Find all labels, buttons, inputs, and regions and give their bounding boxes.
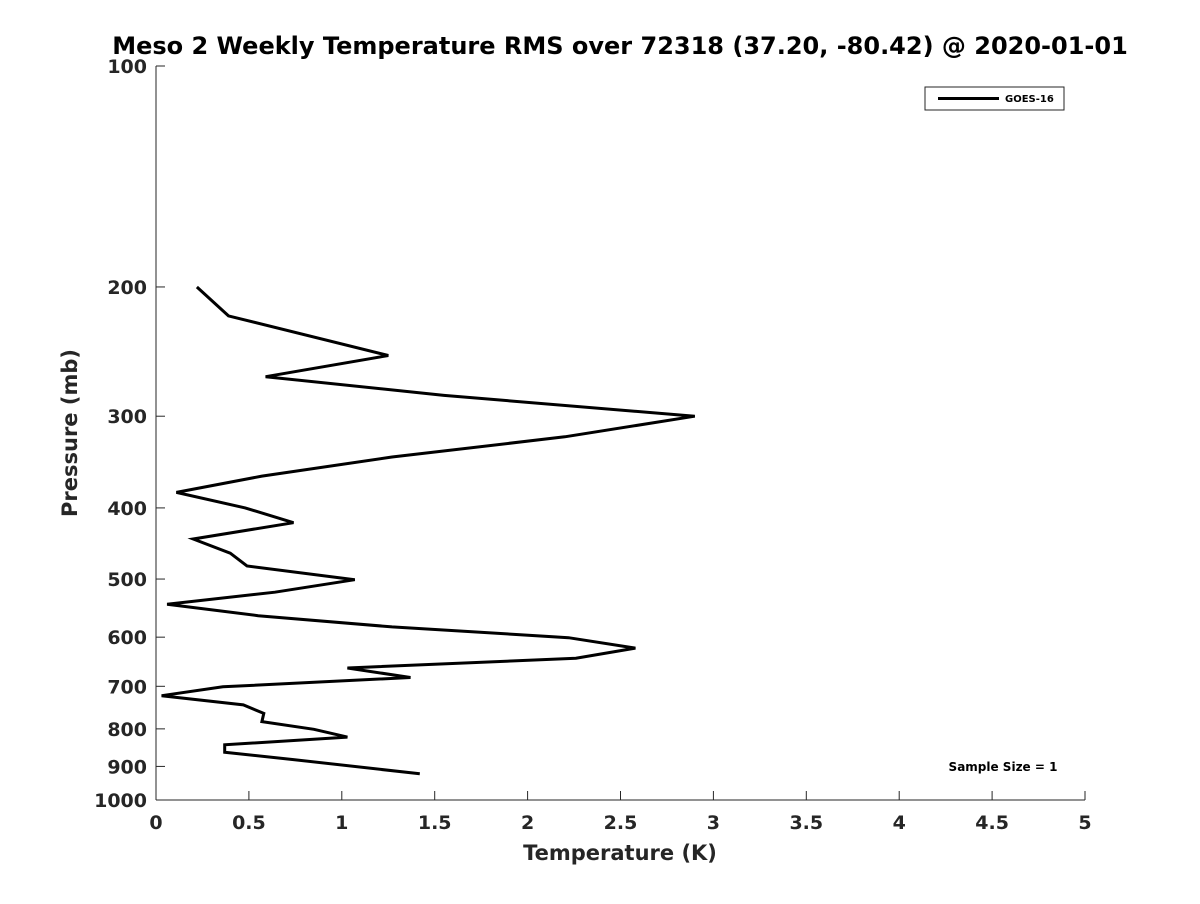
x-tick-label: 5	[1078, 812, 1091, 834]
sample-size-annotation: Sample Size = 1	[949, 760, 1058, 774]
y-axis-ticks: 100 200 300 400 500 600 700 800 900 1000	[94, 56, 165, 812]
legend: GOES-16	[924, 86, 1065, 111]
x-tick-label: 3	[707, 812, 720, 834]
x-tick-label: 4.5	[975, 812, 1009, 834]
x-tick-label: 3.5	[789, 812, 823, 834]
x-tick-label: 1.5	[418, 812, 452, 834]
x-tick-label: 4	[893, 812, 906, 834]
x-axis-ticks: 0 0.5 1 1.5 2 2.5 3 3.5 4 4.5 5	[149, 791, 1092, 834]
y-tick-label: 700	[107, 676, 147, 698]
y-tick-label: 400	[107, 498, 147, 520]
y-tick-label: 100	[107, 56, 147, 78]
y-tick-label: 1000	[94, 790, 147, 812]
plot-area	[156, 66, 1085, 800]
y-tick-label: 300	[107, 406, 147, 428]
chart-title: Meso 2 Weekly Temperature RMS over 72318…	[112, 32, 1128, 60]
y-axis-label: Pressure (mb)	[58, 349, 82, 517]
x-tick-label: 0	[149, 812, 162, 834]
x-axis-label: Temperature (K)	[523, 841, 717, 865]
y-tick-label: 500	[107, 569, 147, 591]
x-tick-label: 2.5	[604, 812, 638, 834]
series-line-goes-16	[161, 285, 696, 776]
y-tick-label: 200	[107, 277, 147, 299]
y-tick-label: 900	[107, 756, 147, 778]
y-tick-label: 800	[107, 719, 147, 741]
y-tick-label: 600	[107, 627, 147, 649]
legend-label-goes-16: GOES-16	[1005, 94, 1054, 105]
x-tick-label: 1	[335, 812, 348, 834]
x-tick-label: 2	[521, 812, 534, 834]
series-layer	[161, 285, 696, 776]
x-tick-label: 0.5	[232, 812, 266, 834]
